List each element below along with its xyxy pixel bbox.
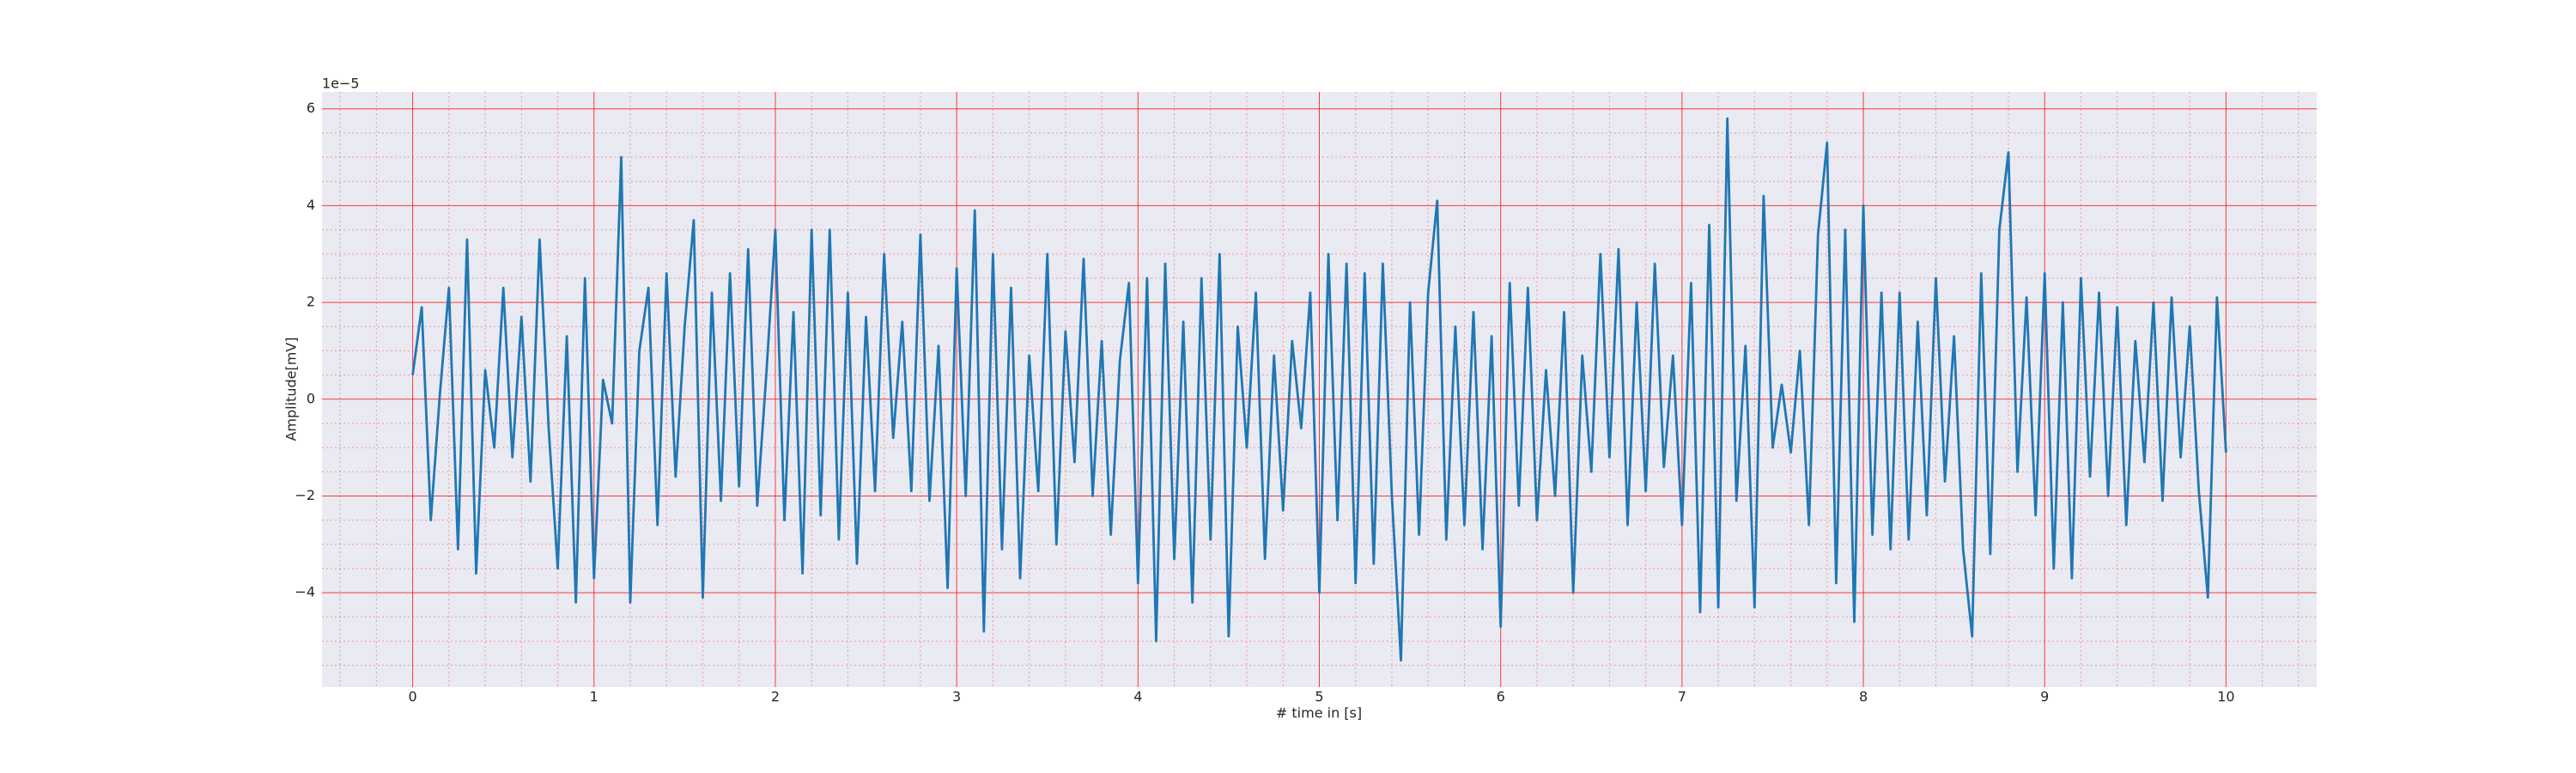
labels: 1e−5 # time in [s] Amplitude[mV] 0 1 2 3 4 5 6… <box>283 76 2235 721</box>
x-tick-label: 0 <box>408 689 416 705</box>
marks <box>411 117 2227 662</box>
x-tick-label: 7 <box>1678 689 1686 705</box>
y-tick-label: −2 <box>295 487 315 503</box>
offset-text: 1e−5 <box>322 76 360 92</box>
y-tick-label: 6 <box>307 100 315 116</box>
y-tick-label: 4 <box>307 197 315 213</box>
x-tick-label: 1 <box>590 689 598 705</box>
y-axis-label: Amplitude[mV] <box>283 337 300 441</box>
signal-line <box>411 117 2227 662</box>
y-tick-label: 0 <box>307 390 315 406</box>
y-tick-label: 2 <box>307 294 315 310</box>
x-tick-label: 5 <box>1315 689 1323 705</box>
y-tick-label: −4 <box>295 584 315 600</box>
x-tick-label: 4 <box>1133 689 1142 705</box>
x-axis-label: # time in [s] <box>1276 705 1362 721</box>
x-tick-label: 6 <box>1497 689 1505 705</box>
x-tick-label: 2 <box>771 689 780 705</box>
x-tick-label: 10 <box>2217 689 2234 705</box>
x-tick-label: 9 <box>2040 689 2049 705</box>
x-tick-label: 3 <box>952 689 961 705</box>
x-tick-label: 8 <box>1859 689 1868 705</box>
